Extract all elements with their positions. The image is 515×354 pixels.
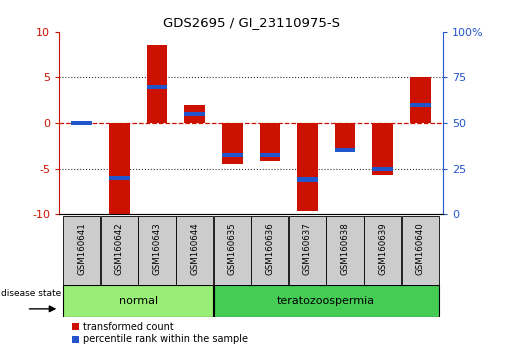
Bar — [372, 166, 393, 171]
Text: GSM160642: GSM160642 — [115, 223, 124, 275]
Bar — [335, 148, 355, 153]
Bar — [410, 103, 431, 107]
Text: normal: normal — [118, 296, 158, 306]
Bar — [222, 153, 243, 157]
Text: GSM160641: GSM160641 — [77, 223, 87, 275]
Bar — [184, 105, 205, 123]
Text: GSM160639: GSM160639 — [378, 223, 387, 275]
Bar — [63, 216, 100, 285]
Bar — [176, 216, 213, 285]
Bar — [63, 285, 213, 317]
Bar — [214, 216, 251, 285]
Title: GDS2695 / GI_23110975-S: GDS2695 / GI_23110975-S — [163, 16, 339, 29]
Bar — [109, 176, 130, 180]
Bar — [72, 122, 92, 123]
Bar — [297, 123, 318, 211]
Bar — [101, 216, 138, 285]
Bar — [372, 123, 393, 175]
Legend: transformed count, percentile rank within the sample: transformed count, percentile rank withi… — [72, 322, 248, 344]
Bar — [260, 153, 280, 157]
Text: GSM160643: GSM160643 — [152, 223, 162, 275]
Bar — [139, 216, 176, 285]
Text: GSM160637: GSM160637 — [303, 223, 312, 275]
Bar — [402, 216, 439, 285]
Bar — [364, 216, 401, 285]
Text: GSM160640: GSM160640 — [416, 223, 425, 275]
Bar — [222, 123, 243, 164]
Bar — [72, 120, 92, 125]
Bar — [260, 123, 280, 161]
Bar — [214, 285, 439, 317]
Bar — [109, 123, 130, 214]
Bar — [327, 216, 364, 285]
Text: disease state: disease state — [1, 289, 61, 298]
Bar — [147, 85, 167, 88]
Bar — [251, 216, 288, 285]
Text: GSM160635: GSM160635 — [228, 223, 237, 275]
Bar — [410, 78, 431, 123]
Text: GSM160638: GSM160638 — [340, 223, 350, 275]
Text: teratozoospermia: teratozoospermia — [277, 296, 375, 306]
Bar — [289, 216, 326, 285]
Bar — [184, 112, 205, 116]
Text: GSM160644: GSM160644 — [190, 223, 199, 275]
Text: GSM160636: GSM160636 — [265, 223, 274, 275]
Bar — [335, 123, 355, 150]
Bar — [147, 45, 167, 123]
Bar — [297, 177, 318, 182]
